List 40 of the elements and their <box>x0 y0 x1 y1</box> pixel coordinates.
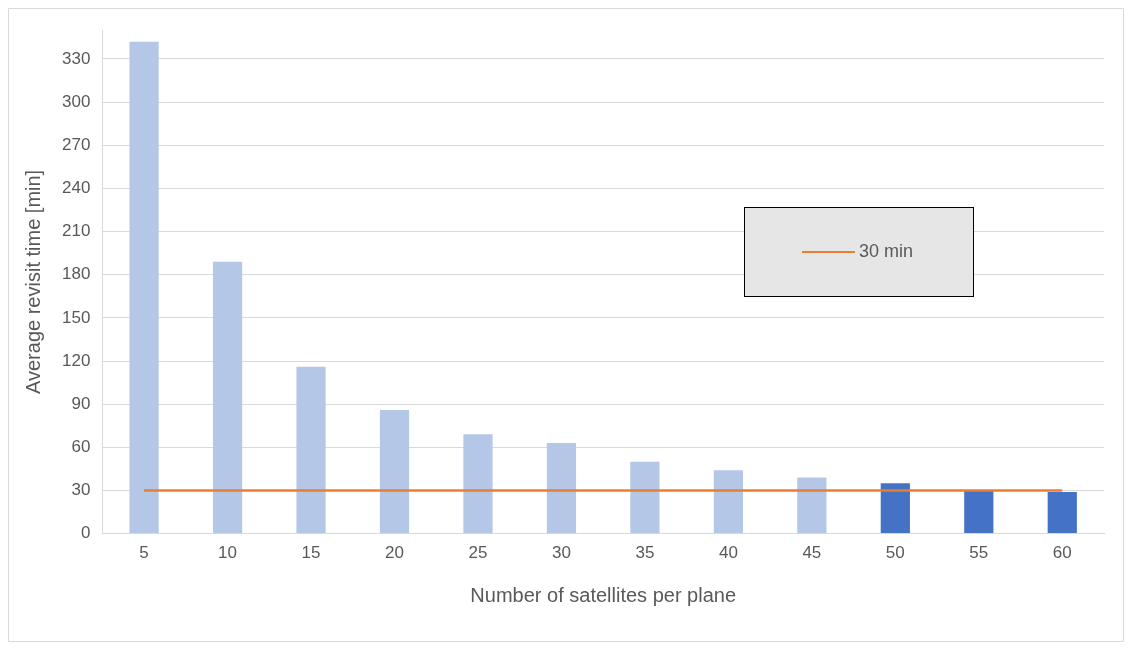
y-tick-label: 180 <box>61 264 91 284</box>
bar <box>880 483 910 534</box>
bar <box>212 261 243 534</box>
y-tick-label: 210 <box>61 221 91 241</box>
bar <box>296 366 326 534</box>
bar <box>463 434 493 534</box>
y-tick-label: 150 <box>61 307 91 327</box>
bar <box>546 442 577 534</box>
y-tick-label: 30 <box>71 480 91 500</box>
bar <box>797 477 827 534</box>
x-tick-label: 45 <box>802 543 822 563</box>
bar <box>1047 491 1077 534</box>
y-tick-label: 0 <box>80 523 91 543</box>
x-tick-label: 55 <box>969 543 989 563</box>
x-tick-label: 25 <box>468 543 488 563</box>
bar <box>379 409 410 534</box>
bar <box>713 470 743 534</box>
bar <box>129 41 159 534</box>
bar <box>964 490 994 534</box>
y-tick-label: 90 <box>71 393 91 413</box>
y-tick-label: 330 <box>61 48 91 68</box>
x-tick-label: 20 <box>385 543 404 563</box>
x-tick-label: 60 <box>1052 543 1072 563</box>
x-tick-label: 40 <box>718 543 738 563</box>
legend-box: 30 min <box>744 206 974 297</box>
y-axis-title: Average revisit time [min] <box>21 169 44 394</box>
x-tick-label: 35 <box>635 543 655 563</box>
y-tick-label: 270 <box>61 134 91 154</box>
x-tick-label: 15 <box>301 543 321 563</box>
y-tick-label: 300 <box>61 91 91 111</box>
y-tick-label: 60 <box>71 436 91 456</box>
x-axis-title: Number of satellites per plane <box>470 583 737 606</box>
y-tick-label: 120 <box>61 350 91 370</box>
legend-label: 30 min <box>859 241 914 263</box>
x-tick-label: 5 <box>139 543 149 563</box>
bar <box>630 461 660 534</box>
x-tick-label: 50 <box>885 543 905 563</box>
y-tick-label: 240 <box>61 178 91 198</box>
x-tick-label: 10 <box>218 543 238 563</box>
x-tick-label: 30 <box>551 543 571 563</box>
